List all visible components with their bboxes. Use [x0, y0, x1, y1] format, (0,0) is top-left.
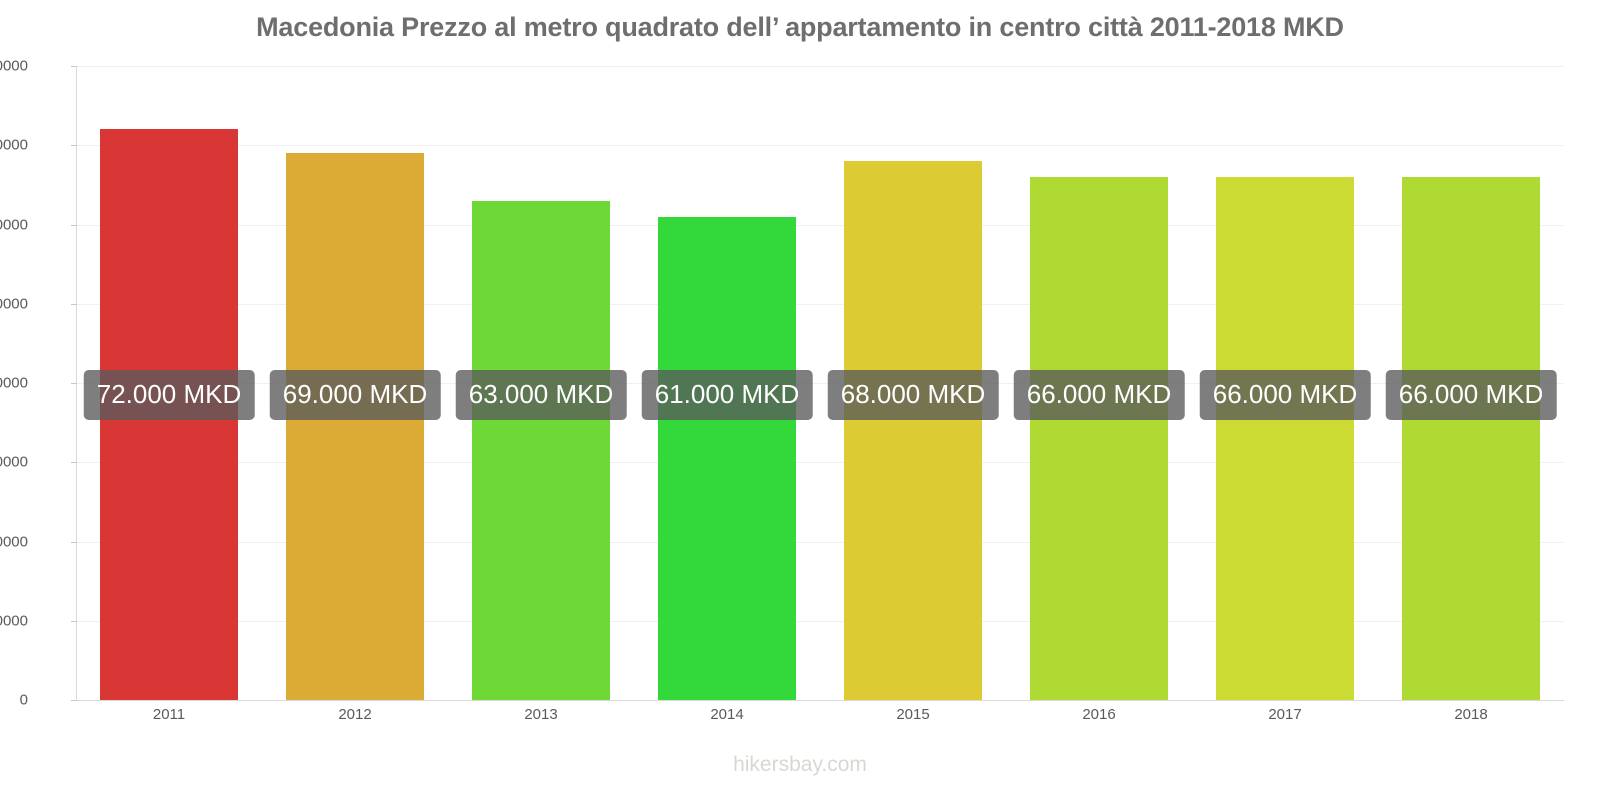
y-axis-tick-mark: [71, 303, 77, 305]
plot-area: 0 10000 20000 30000 40000 50000 60000 70000 8000…: [0, 58, 1564, 709]
x-axis-tick-label: 2016: [1082, 706, 1116, 723]
footer-credit: hikersbay.com: [733, 753, 867, 776]
gridline: [76, 620, 1564, 622]
y-axis-tick-mark: [71, 224, 77, 226]
gridline: [76, 700, 1564, 701]
y-axis-tick-label: 60000: [0, 216, 28, 233]
x-axis: 2011 2012 2013 2014 2015 2016 2017 2018: [76, 706, 1564, 736]
y-axis-tick-mark: [71, 541, 77, 543]
x-axis-tick-label: 2012: [338, 706, 372, 723]
y-axis-tick-label: 0: [19, 691, 28, 709]
gridline: [76, 303, 1564, 305]
bars-layer: [76, 66, 1564, 700]
x-axis-tick-label: 2017: [1268, 706, 1302, 723]
bar[interactable]: [286, 153, 424, 700]
y-axis-tick-mark: [71, 462, 77, 464]
gridline: [76, 145, 1564, 147]
y-axis-tick-mark: [71, 145, 77, 147]
y-axis-tick-label: 80000: [0, 57, 28, 75]
y-axis-tick-label: 70000: [0, 136, 28, 154]
x-axis-tick-label: 2011: [152, 706, 186, 723]
x-axis-tick-label: 2018: [1454, 706, 1488, 723]
y-axis-tick-label: 50000: [0, 295, 28, 313]
y-axis-tick-mark: [71, 66, 77, 67]
y-axis-tick-label: 20000: [0, 533, 28, 550]
bar[interactable]: [658, 216, 796, 700]
bar[interactable]: [472, 200, 610, 700]
chart-title: Macedonia Prezzo al metro quadrato dell’…: [256, 12, 1344, 42]
gridline: [76, 383, 1564, 384]
bar[interactable]: [100, 129, 238, 700]
y-axis-tick-label: 40000: [0, 374, 28, 392]
x-axis-tick-label: 2013: [524, 706, 558, 723]
bar[interactable]: [1030, 176, 1168, 700]
gridline: [76, 541, 1564, 543]
y-axis-tick-mark: [71, 383, 77, 384]
y-axis-tick-mark: [71, 620, 77, 622]
gridline: [76, 66, 1564, 67]
bar[interactable]: [1402, 176, 1540, 700]
gridline: [76, 224, 1564, 226]
bar[interactable]: [1216, 176, 1354, 700]
x-axis-tick-label: 2015: [896, 706, 930, 723]
y-axis-tick-label: 10000: [0, 612, 28, 630]
bar[interactable]: [844, 161, 982, 700]
x-axis-tick-label: 2014: [710, 706, 744, 723]
y-axis-tick-mark: [71, 700, 77, 701]
y-axis-tick-label: 30000: [0, 453, 28, 471]
gridline: [76, 462, 1564, 464]
